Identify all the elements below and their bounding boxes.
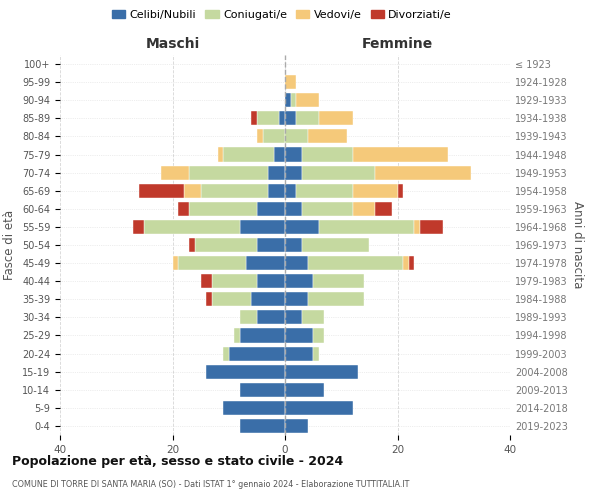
Bar xyxy=(398,184,403,198)
Bar xyxy=(240,220,285,234)
Bar xyxy=(415,220,420,234)
Bar xyxy=(285,148,302,162)
Bar xyxy=(257,274,285,288)
Text: COMUNE DI TORRE DI SANTA MARIA (SO) - Dati ISTAT 1° gennaio 2024 - Elaborazione : COMUNE DI TORRE DI SANTA MARIA (SO) - Da… xyxy=(12,480,409,489)
Bar xyxy=(285,328,313,342)
Bar xyxy=(285,401,353,415)
Bar xyxy=(420,220,443,234)
Bar xyxy=(319,112,353,126)
Bar xyxy=(268,184,285,198)
Bar xyxy=(285,274,313,288)
Bar xyxy=(240,328,285,342)
Bar xyxy=(190,166,268,179)
Bar xyxy=(139,184,184,198)
Bar xyxy=(257,202,285,216)
Bar xyxy=(409,256,415,270)
Bar xyxy=(178,256,245,270)
Bar xyxy=(145,220,240,234)
Bar xyxy=(285,256,308,270)
Bar xyxy=(206,364,285,378)
Bar xyxy=(263,130,285,143)
Bar xyxy=(313,346,319,360)
Bar xyxy=(375,166,470,179)
Bar xyxy=(308,130,347,143)
Bar xyxy=(308,256,403,270)
Bar xyxy=(285,346,313,360)
Text: Femmine: Femmine xyxy=(362,38,433,52)
Legend: Celibi/Nubili, Coniugati/e, Vedovi/e, Divorziati/e: Celibi/Nubili, Coniugati/e, Vedovi/e, Di… xyxy=(107,6,457,25)
Bar xyxy=(240,382,285,397)
Bar xyxy=(285,238,302,252)
Bar xyxy=(200,274,212,288)
Bar xyxy=(285,292,308,306)
Bar xyxy=(235,328,240,342)
Bar xyxy=(353,184,398,198)
Bar xyxy=(285,75,296,89)
Bar xyxy=(223,346,229,360)
Bar xyxy=(240,419,285,433)
Bar xyxy=(285,93,290,108)
Bar xyxy=(302,202,353,216)
Bar xyxy=(245,256,285,270)
Bar xyxy=(178,202,190,216)
Bar xyxy=(285,364,358,378)
Bar xyxy=(173,256,178,270)
Bar xyxy=(296,184,353,198)
Bar xyxy=(240,310,257,324)
Bar xyxy=(206,292,212,306)
Bar xyxy=(353,148,448,162)
Bar xyxy=(290,93,296,108)
Bar xyxy=(285,184,296,198)
Text: Maschi: Maschi xyxy=(145,38,200,52)
Bar xyxy=(403,256,409,270)
Text: Popolazione per età, sesso e stato civile - 2024: Popolazione per età, sesso e stato civil… xyxy=(12,455,343,468)
Bar xyxy=(257,238,285,252)
Bar xyxy=(229,346,285,360)
Bar xyxy=(257,310,285,324)
Bar xyxy=(218,148,223,162)
Bar xyxy=(319,220,415,234)
Bar xyxy=(285,419,308,433)
Bar xyxy=(302,166,375,179)
Bar xyxy=(257,112,280,126)
Bar xyxy=(285,310,302,324)
Bar xyxy=(302,148,353,162)
Bar xyxy=(161,166,190,179)
Bar xyxy=(285,112,296,126)
Bar xyxy=(251,292,285,306)
Bar xyxy=(195,238,257,252)
Bar xyxy=(302,310,325,324)
Bar xyxy=(285,130,308,143)
Bar xyxy=(302,238,370,252)
Bar xyxy=(308,292,364,306)
Bar xyxy=(274,148,285,162)
Bar xyxy=(285,202,302,216)
Bar xyxy=(375,202,392,216)
Bar xyxy=(200,184,268,198)
Bar xyxy=(313,328,325,342)
Y-axis label: Fasce di età: Fasce di età xyxy=(4,210,16,280)
Bar xyxy=(184,184,200,198)
Bar xyxy=(280,112,285,126)
Bar xyxy=(190,238,195,252)
Bar xyxy=(190,202,257,216)
Bar xyxy=(285,382,325,397)
Bar xyxy=(296,112,319,126)
Bar xyxy=(133,220,145,234)
Bar xyxy=(223,401,285,415)
Bar xyxy=(223,148,274,162)
Bar xyxy=(313,274,364,288)
Bar xyxy=(212,292,251,306)
Bar xyxy=(353,202,375,216)
Bar xyxy=(285,220,319,234)
Bar xyxy=(285,166,302,179)
Bar xyxy=(268,166,285,179)
Bar xyxy=(251,112,257,126)
Bar xyxy=(296,93,319,108)
Bar xyxy=(212,274,257,288)
Y-axis label: Anni di nascita: Anni di nascita xyxy=(571,202,584,288)
Bar xyxy=(257,130,263,143)
